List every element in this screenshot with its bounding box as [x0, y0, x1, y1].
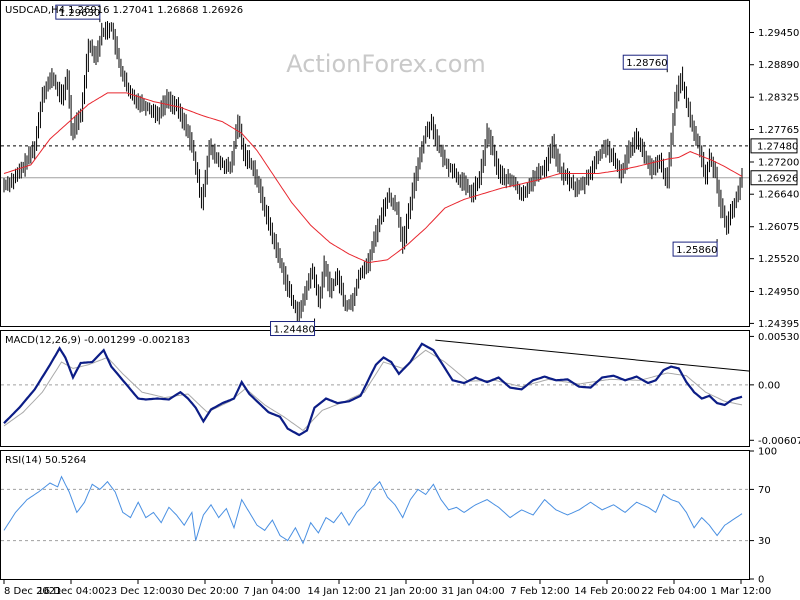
- macd-trendline: [435, 339, 751, 372]
- price-y-tick-label: 1.28890: [758, 60, 799, 71]
- price-y-tick-label: 1.26075: [758, 222, 799, 233]
- price-y-tick-label: 1.24950: [758, 287, 799, 298]
- macd-line: [3, 342, 743, 437]
- macd-panel-title: MACD(12,26,9) -0.001299 -0.002183: [5, 335, 190, 346]
- current-price-tag: 1.26926: [757, 173, 798, 184]
- rsi-panel: [0, 450, 750, 580]
- rsi-y-tick-label: 30: [758, 536, 771, 547]
- x-tick-label: 7 Jan 04:00: [244, 586, 301, 597]
- annotation-label: 1.25860: [676, 245, 717, 256]
- annotation-box: [672, 241, 718, 257]
- watermark: ActionForex.com: [286, 50, 486, 78]
- x-tick-label: 22 Feb 04:00: [641, 586, 707, 597]
- price-y-tick-label: 1.27765: [758, 125, 799, 136]
- rsi-line: [3, 475, 743, 545]
- price-y-tick-label: 1.24395: [758, 319, 799, 330]
- rsi-y-tick-label: 70: [758, 485, 771, 496]
- x-tick-label: 21 Jan 20:00: [374, 586, 437, 597]
- price-panel-title: USDCAD,H4 1.26916 1.27041 1.26868 1.2692…: [5, 5, 243, 16]
- x-tick-label: 8 Dec 2021: [4, 586, 62, 597]
- annotation-box: [55, 4, 101, 20]
- x-tick-label: 23 Dec 12:00: [104, 586, 171, 597]
- x-tick-label: 14 Jan 12:00: [307, 586, 370, 597]
- reference-level-tag-box: [750, 138, 798, 154]
- x-tick-label: 14 Feb 20:00: [574, 586, 640, 597]
- macd-y-tick-label: -0.006074: [758, 436, 800, 447]
- annotation-label: 1.29630: [59, 8, 100, 19]
- macd-y-tick-label: 0.005307: [758, 332, 800, 343]
- price-y-tick-label: 1.28325: [758, 93, 799, 104]
- annotation-label: 1.24480: [274, 325, 315, 336]
- price-y-tick-label: 1.27200: [758, 157, 799, 168]
- price-y-tick-label: 1.26640: [758, 190, 799, 201]
- price-y-tick-label: 1.29450: [758, 28, 799, 39]
- x-tick-label: 16 Dec 04:00: [37, 586, 104, 597]
- macd-panel: [0, 330, 750, 447]
- rsi-y-tick-label: 100: [758, 447, 777, 458]
- current-price-tag-box: [750, 170, 798, 186]
- annotation-box: [622, 54, 668, 70]
- x-tick-label: 31 Jan 04:00: [441, 586, 504, 597]
- macd-y-tick-label: 0.00: [758, 380, 780, 391]
- reference-level-tag: 1.27480: [757, 141, 798, 152]
- x-tick-label: 30 Dec 20:00: [171, 586, 238, 597]
- price-y-tick-label: 1.25520: [758, 254, 799, 265]
- rsi-panel-title: RSI(14) 50.5264: [5, 455, 86, 466]
- rsi-y-tick-label: 0: [758, 575, 764, 586]
- annotation-label: 1.28760: [626, 58, 667, 69]
- macd-signal-line: [3, 349, 743, 432]
- moving-average-line: [3, 92, 743, 264]
- annotation-box: [270, 321, 316, 337]
- x-tick-label: 7 Feb 12:00: [510, 586, 569, 597]
- x-tick-label: 1 Mar 12:00: [711, 586, 771, 597]
